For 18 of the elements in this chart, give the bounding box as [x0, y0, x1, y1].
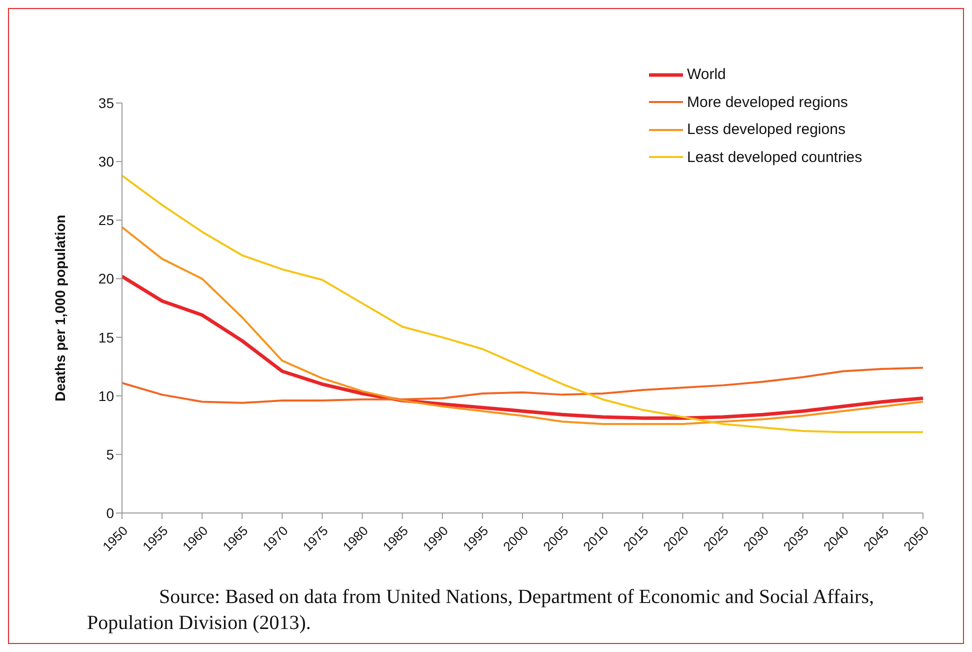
source-note: Source: Based on data from United Nations, Department of Economic and Social Affairs, Population Division (2013).	[87, 585, 875, 636]
legend-label: World	[687, 66, 726, 84]
line-series	[121, 174, 924, 434]
line-series	[121, 366, 924, 404]
legend-label: Least developed countries	[687, 148, 862, 166]
y-tick-label: 10	[98, 388, 114, 404]
y-tick-label: 25	[98, 212, 114, 228]
y-axis-title: Deaths per 1,000 population	[52, 214, 68, 402]
y-tick-label: 0	[106, 504, 114, 521]
y-tick-label: 15	[98, 329, 114, 346]
y-tick-label: 5	[106, 446, 114, 462]
legend-label: More developed regions	[687, 94, 848, 111]
y-tick-label: 20	[98, 270, 114, 287]
line-series	[120, 274, 925, 420]
line-series	[121, 226, 924, 425]
y-tick-label: 30	[98, 154, 114, 170]
y-tick-label: 35	[98, 94, 114, 111]
legend-label: Less developed regions	[687, 121, 846, 138]
